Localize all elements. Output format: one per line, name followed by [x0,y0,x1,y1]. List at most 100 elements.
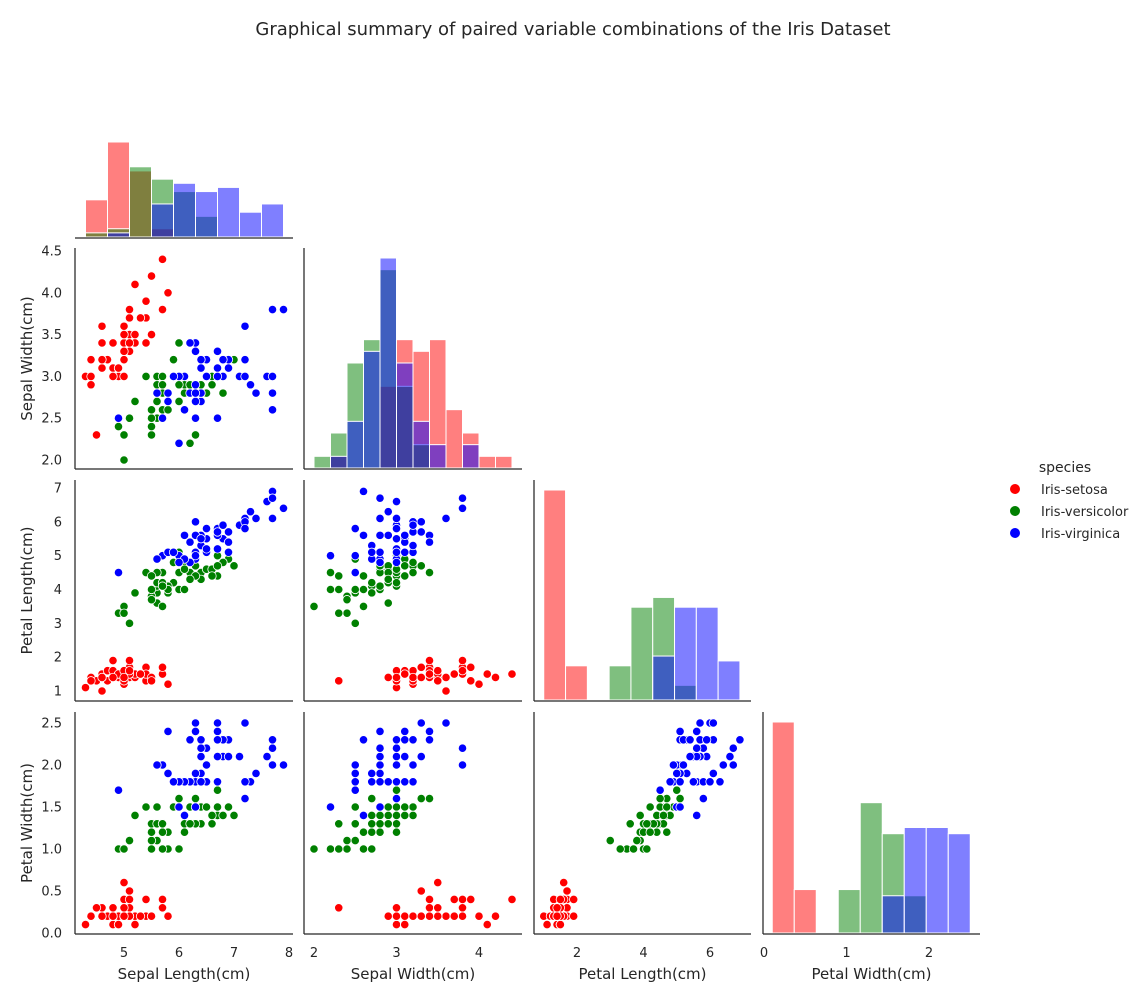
point-iris-virginica-23 [190,396,201,407]
legend-marker-versicolor [1010,506,1020,516]
point-iris-versicolor-31 [628,844,639,854]
point-iris-virginica-19 [325,551,336,561]
point-iris-virginica-44 [416,527,426,537]
point-iris-setosa-47 [97,672,107,683]
point-iris-setosa-42 [86,676,96,686]
y-tick-label: 1 [54,685,62,700]
point-iris-setosa-31 [141,894,151,905]
point-iris-virginica-35 [391,513,402,524]
point-iris-versicolor-40 [146,827,157,837]
point-iris-versicolor-0 [229,561,239,571]
point-iris-setosa-4 [119,321,129,331]
point-iris-setosa-41 [91,430,102,440]
point-iris-virginica-47 [201,544,212,554]
point-iris-setosa-46 [124,304,135,315]
hist-bar-sepal_length-iris-setosa-0 [85,199,108,238]
hist-bar-sepal_length-iris-setosa-1 [107,141,130,238]
point-iris-virginica-6 [350,567,360,578]
point-iris-virginica-34 [692,810,702,821]
point-iris-setosa-31 [555,894,565,905]
point-iris-virginica-36 [424,726,435,737]
point-iris-versicolor-29 [157,844,168,854]
point-iris-setosa-14 [474,911,484,921]
x-tick-label: 0 [760,946,768,961]
point-iris-versicolor-29 [157,601,168,612]
point-iris-setosa-44 [569,894,579,905]
point-iris-setosa-41 [91,903,102,913]
hist-bar-petal_width-iris-virginica-7 [925,827,949,934]
y-tick-label: 3.0 [41,370,62,385]
point-iris-virginica-33 [190,388,201,398]
point-iris-virginica-46 [672,768,682,779]
point-iris-virginica-48 [185,338,195,348]
point-iris-versicolor-9 [130,588,140,598]
point-iris-versicolor-30 [632,835,642,846]
point-iris-versicolor-49 [157,819,168,829]
point-iris-virginica-0 [190,517,201,527]
point-iris-versicolor-29 [358,601,369,612]
point-iris-virginica-31 [457,503,468,513]
point-iris-setosa-16 [466,894,476,905]
point-iris-virginica-41 [400,735,410,745]
point-iris-virginica-42 [163,768,173,779]
point-iris-setosa-48 [135,911,146,921]
point-iris-versicolor-36 [400,802,410,812]
point-iris-versicolor-2 [223,802,234,812]
x-tick-label: 5 [120,946,128,961]
point-iris-versicolor-6 [416,793,426,804]
point-iris-virginica-41 [223,363,234,373]
point-iris-virginica-24 [212,751,223,762]
point-iris-versicolor-39 [350,584,360,595]
point-iris-virginica-44 [212,527,223,537]
hist-bar-petal_width-iris-versicolor-4 [859,802,883,934]
point-iris-setosa-39 [424,669,435,679]
point-iris-versicolor-1 [408,567,418,578]
point-iris-virginica-25 [408,777,418,787]
point-iris-versicolor-31 [342,595,352,605]
point-iris-virginica-9 [240,718,250,728]
point-iris-versicolor-40 [146,405,157,415]
point-iris-virginica-40 [212,363,223,373]
point-iris-virginica-0 [190,718,201,728]
point-iris-virginica-30 [708,768,718,779]
point-iris-virginica-21 [668,760,679,770]
point-iris-setosa-44 [124,655,135,666]
point-iris-versicolor-23 [179,827,190,837]
point-iris-versicolor-14 [383,598,393,608]
point-iris-setosa-27 [130,329,140,340]
point-iris-setosa-32 [482,919,492,930]
point-iris-setosa-22 [441,911,451,921]
point-iris-virginica-40 [400,726,410,737]
point-iris-virginica-49 [675,777,685,787]
y-tick-label: 2 [54,651,62,666]
point-iris-versicolor-18 [325,567,336,578]
point-iris-virginica-39 [685,751,695,762]
point-iris-versicolor-13 [383,810,393,821]
point-iris-versicolor-17 [642,844,652,854]
point-iris-setosa-24 [424,655,435,666]
hist-bar-petal_width-iris-virginica-8 [947,833,971,934]
point-iris-virginica-33 [375,802,385,812]
point-iris-versicolor-30 [342,835,352,846]
point-iris-setosa-19 [457,903,468,913]
point-iris-versicolor-23 [662,827,672,837]
point-iris-versicolor-12 [325,584,336,595]
point-iris-virginica-23 [367,777,377,787]
point-iris-virginica-14 [163,388,173,398]
point-iris-versicolor-41 [179,564,190,574]
point-iris-virginica-32 [692,743,702,753]
point-iris-versicolor-28 [383,802,393,812]
legend-title: species [1039,460,1091,476]
x-tick-label: 2 [310,946,318,961]
y-tick-label: 4.0 [41,286,62,301]
point-iris-versicolor-25 [207,571,217,581]
point-iris-versicolor-27 [391,785,402,795]
x-tick-label: 1 [842,946,850,961]
point-iris-versicolor-43 [615,844,625,854]
point-iris-virginica-0 [416,517,426,527]
point-iris-setosa-16 [466,676,476,686]
point-iris-virginica-19 [174,438,184,448]
point-iris-virginica-7 [383,507,393,517]
point-iris-versicolor-31 [146,421,157,432]
